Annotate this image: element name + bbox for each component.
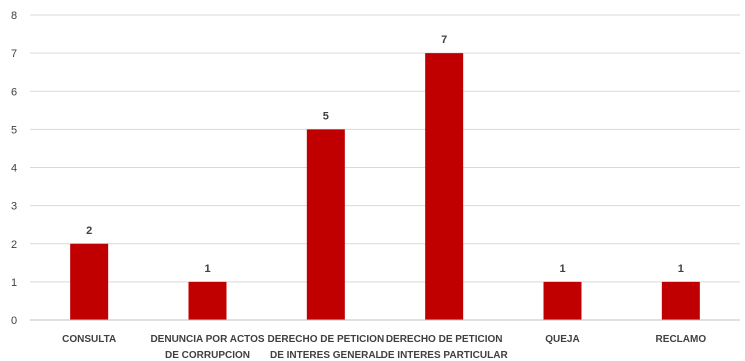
data-label: 1 — [559, 263, 565, 275]
x-tick-label: DERECHO DE PETICION — [386, 334, 503, 345]
x-tick-label: DENUNCIA POR ACTOS — [150, 334, 264, 345]
data-label: 7 — [441, 34, 447, 46]
data-label: 2 — [86, 225, 92, 237]
x-axis: CONSULTA DENUNCIA POR ACTOS DE CORRUPCION D… — [30, 319, 740, 361]
y-tick-label: 2 — [11, 239, 17, 251]
data-label: 1 — [204, 263, 210, 275]
gridlines — [30, 14, 740, 321]
y-tick-label: 6 — [11, 86, 17, 98]
x-tick-label: CONSULTA — [62, 334, 116, 345]
y-axis: 0 1 2 3 4 5 6 7 8 — [11, 10, 17, 327]
y-tick-label: 7 — [11, 48, 17, 60]
bar — [661, 281, 700, 320]
y-tick-label: 0 — [11, 315, 17, 327]
y-tick-label: 4 — [11, 163, 17, 175]
x-tick-label: QUEJA — [545, 334, 579, 345]
data-labels: 2 1 5 7 1 1 — [86, 34, 684, 275]
data-label: 5 — [323, 110, 329, 122]
x-tick-label: DE CORRUPCION — [165, 350, 250, 361]
x-tick-label: DE INTERES PARTICULAR — [381, 350, 509, 361]
bar — [188, 281, 227, 320]
x-tick-label: RECLAMO — [656, 334, 707, 345]
bar — [70, 243, 109, 320]
y-tick-label: 3 — [11, 201, 17, 213]
x-tick-label: DE INTERES GENERAL — [270, 350, 382, 361]
y-tick-label: 8 — [11, 10, 17, 22]
bar — [425, 53, 464, 320]
bar — [306, 129, 345, 320]
data-label: 1 — [678, 263, 684, 275]
x-tick-label: DERECHO DE PETICION — [267, 334, 384, 345]
y-tick-label: 5 — [11, 124, 17, 136]
y-tick-label: 1 — [11, 277, 17, 289]
bar — [543, 281, 582, 320]
bars — [70, 53, 700, 320]
